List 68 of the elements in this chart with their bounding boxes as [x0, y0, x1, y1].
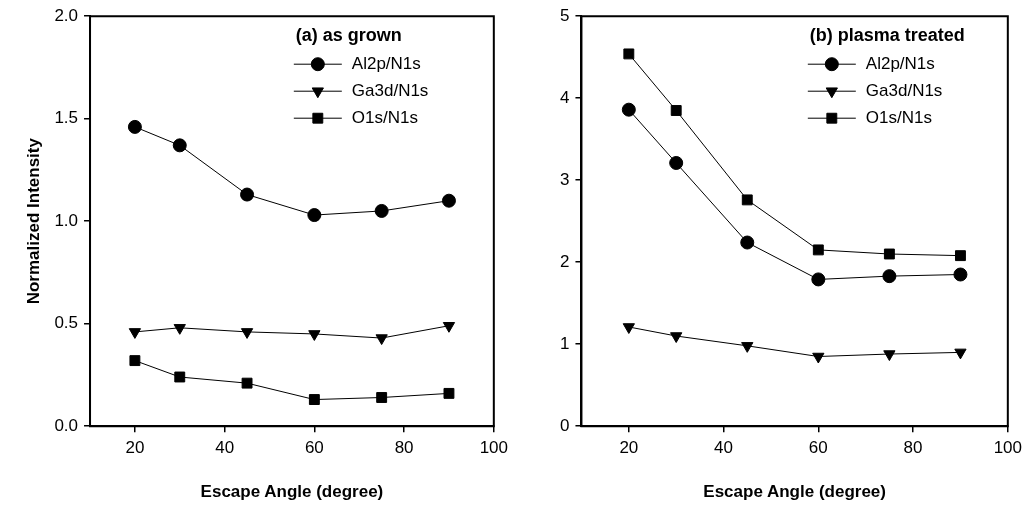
y-axis-title: Normalized Intensity: [23, 137, 43, 305]
point: [129, 355, 141, 367]
point: [741, 194, 753, 206]
y-tick-label: 5: [559, 5, 570, 25]
x-tick-label: 80: [903, 438, 923, 458]
point: [883, 350, 896, 362]
point: [954, 348, 967, 360]
point: [811, 272, 826, 287]
point: [955, 250, 966, 262]
point: [375, 334, 388, 346]
point: [241, 377, 253, 389]
x-tick-label: 20: [619, 438, 639, 458]
y-tick-label: 3: [559, 169, 570, 189]
legend-label: O1s/N1s: [865, 107, 932, 127]
y-tick-label: 0: [559, 415, 570, 435]
point: [623, 48, 635, 60]
point: [883, 248, 895, 260]
legend-label: Ga3d/N1s: [351, 80, 429, 100]
y-tick-label: 2: [559, 251, 570, 271]
point: [128, 328, 142, 339]
y-tick-label: 1.0: [54, 210, 79, 230]
point: [622, 323, 635, 334]
point: [174, 371, 186, 383]
point: [172, 138, 187, 153]
point: [670, 105, 682, 116]
point: [173, 324, 186, 335]
point: [442, 322, 456, 333]
y-tick-label: 2.0: [54, 5, 79, 25]
point: [308, 394, 320, 405]
legend-label: Ga3d/N1s: [865, 80, 943, 100]
y-tick-label: 1.5: [54, 108, 79, 128]
point: [669, 155, 684, 170]
x-tick-label: 60: [304, 438, 324, 458]
point: [127, 119, 142, 134]
y-tick-label: 0.5: [54, 313, 79, 333]
point: [376, 392, 388, 403]
x-tick-label: 80: [394, 438, 414, 458]
point: [953, 267, 968, 282]
point: [240, 187, 255, 202]
x-tick-label: 100: [993, 438, 1023, 458]
point: [443, 387, 455, 399]
legend-title: (b) plasma treated: [809, 25, 965, 46]
point: [812, 352, 825, 364]
point: [308, 330, 321, 341]
x-tick-label: 100: [479, 438, 509, 458]
point: [740, 235, 755, 250]
point: [307, 208, 322, 223]
point: [812, 244, 824, 256]
x-tick-label: 60: [808, 438, 828, 458]
x-axis-title: Escape Angle (degree): [703, 482, 886, 502]
y-tick-label: 0.0: [54, 415, 79, 435]
point: [741, 342, 754, 353]
y-tick-label: 1: [559, 333, 570, 353]
point: [882, 269, 897, 284]
x-tick-label: 40: [215, 438, 235, 458]
legend-label: Al2p/N1s: [865, 53, 935, 73]
point: [621, 102, 636, 117]
x-tick-label: 40: [714, 438, 734, 458]
point: [670, 332, 683, 343]
x-axis-title: Escape Angle (degree): [200, 482, 384, 502]
legend-title: (a) as grown: [295, 25, 402, 46]
x-tick-label: 20: [125, 438, 145, 458]
legend-label: Al2p/N1s: [351, 53, 421, 73]
point: [441, 193, 456, 208]
point: [240, 328, 254, 339]
y-tick-label: 4: [559, 87, 570, 107]
point: [374, 203, 389, 218]
legend-label: O1s/N1s: [351, 107, 418, 127]
